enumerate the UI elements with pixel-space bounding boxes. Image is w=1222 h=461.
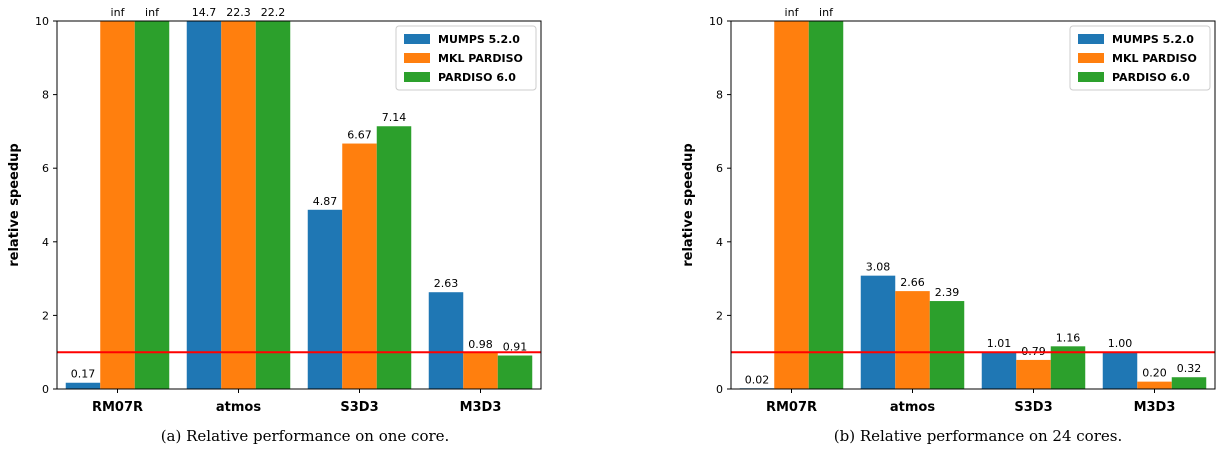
x-tick-label-s3d3: S3D3 bbox=[340, 400, 378, 415]
data-label-pardiso-atmos: 2.39 bbox=[935, 286, 960, 299]
y-axis-label: relative speedup bbox=[681, 143, 696, 267]
bar-pardiso-s3d3 bbox=[376, 126, 412, 390]
data-label-mumps-rm07r: 0.02 bbox=[745, 373, 770, 386]
chart-panel-b: 0.023.081.011.00inf2.660.790.20inf2.391.… bbox=[681, 6, 1216, 445]
data-label-mkl-pardiso-m3d3: 0.98 bbox=[468, 338, 493, 351]
axes-frame bbox=[56, 20, 542, 390]
y-tick-label: 4 bbox=[716, 236, 723, 249]
y-tick-label: 2 bbox=[716, 309, 723, 322]
legend-label-pardiso: PARDISO 6.0 bbox=[438, 71, 516, 84]
data-label-mumps-s3d3: 4.87 bbox=[313, 195, 338, 208]
data-label-mkl-pardiso-rm07r: inf bbox=[111, 6, 126, 19]
bar-mkl-pardiso-atmos bbox=[221, 21, 256, 389]
legend-box bbox=[1069, 25, 1211, 91]
bar-mumps-atmos bbox=[860, 275, 896, 389]
data-label-pardiso-s3d3: 7.14 bbox=[382, 111, 407, 124]
data-label-pardiso-rm07r: inf bbox=[819, 6, 834, 19]
x-tick-label-rm07r: RM07R bbox=[92, 400, 143, 415]
bar-mumps-rm07r bbox=[65, 382, 101, 389]
x-tick-label-atmos: atmos bbox=[216, 400, 261, 415]
legend-swatch-mumps bbox=[404, 34, 430, 44]
y-tick-label: 6 bbox=[42, 162, 49, 175]
x-tick-label-s3d3: S3D3 bbox=[1014, 400, 1052, 415]
bar-mumps-atmos bbox=[186, 21, 222, 389]
data-label-mkl-pardiso-rm07r: inf bbox=[785, 6, 800, 19]
data-label-mumps-atmos: 3.08 bbox=[866, 261, 891, 274]
y-tick-label: 8 bbox=[716, 89, 723, 102]
y-tick-label: 10 bbox=[35, 15, 49, 28]
bar-pardiso-rm07r bbox=[134, 21, 170, 389]
bar-mkl-pardiso-s3d3 bbox=[1016, 359, 1051, 389]
legend-box bbox=[395, 25, 537, 91]
caption-b: (b) Relative performance on 24 cores. bbox=[834, 427, 1122, 445]
data-label-pardiso-rm07r: inf bbox=[145, 6, 160, 19]
x-tick-label-m3d3: M3D3 bbox=[460, 400, 502, 415]
caption-a: (a) Relative performance on one core. bbox=[161, 427, 450, 445]
y-tick-label: 4 bbox=[42, 236, 49, 249]
y-tick-label: 8 bbox=[42, 89, 49, 102]
data-label-pardiso-m3d3: 0.91 bbox=[503, 341, 528, 354]
legend: MUMPS 5.2.0 MKL PARDISO PARDISO 6.0 bbox=[395, 25, 537, 91]
legend-swatch-pardiso bbox=[404, 72, 430, 82]
bar-mkl-pardiso-m3d3 bbox=[463, 352, 498, 389]
data-label-mkl-pardiso-m3d3: 0.20 bbox=[1142, 367, 1167, 380]
chart-panel-a: 0.17 14.7 4.87 2.63 inf 22.3 6.67 0.98 inf 22.2 7.… bbox=[7, 6, 542, 445]
y-tick-label: 0 bbox=[42, 383, 49, 396]
y-tick-label: 6 bbox=[716, 162, 723, 175]
bar-mumps-s3d3 bbox=[981, 351, 1017, 389]
data-label-mkl-pardiso-atmos: 2.66 bbox=[900, 276, 925, 289]
bar-mumps-s3d3 bbox=[307, 209, 343, 389]
bar-pardiso-s3d3 bbox=[1050, 346, 1086, 389]
legend: MUMPS 5.2.0 MKL PARDISO PARDISO 6.0 bbox=[1069, 25, 1211, 91]
legend-label-mumps: MUMPS 5.2.0 bbox=[1112, 33, 1194, 46]
legend-label-mumps: MUMPS 5.2.0 bbox=[438, 33, 520, 46]
legend-swatch-pardiso bbox=[1078, 72, 1104, 82]
axes-frame bbox=[730, 20, 1216, 390]
legend-swatch-mumps bbox=[1078, 34, 1104, 44]
data-label-mkl-pardiso-atmos: 22.3 bbox=[226, 6, 251, 19]
y-tick-label: 10 bbox=[709, 15, 723, 28]
legend-swatch-mkl-pardiso bbox=[404, 53, 430, 63]
data-label-mumps-m3d3: 1.00 bbox=[1108, 337, 1133, 350]
legend-swatch-mkl-pardiso bbox=[1078, 53, 1104, 63]
bar-pardiso-m3d3 bbox=[1171, 377, 1207, 389]
legend-label-mkl-pardiso: MKL PARDISO bbox=[1112, 52, 1197, 65]
bar-mkl-pardiso-atmos bbox=[895, 291, 930, 389]
bar-mumps-m3d3 bbox=[1102, 352, 1138, 389]
x-tick-label-m3d3: M3D3 bbox=[1134, 400, 1176, 415]
data-label-mumps-s3d3: 1.01 bbox=[987, 337, 1012, 350]
data-label-pardiso-s3d3: 1.16 bbox=[1056, 331, 1081, 344]
bar-pardiso-atmos bbox=[255, 21, 291, 389]
x-tick-label-rm07r: RM07R bbox=[766, 400, 817, 415]
bar-mkl-pardiso-rm07r bbox=[100, 21, 135, 389]
bar-mkl-pardiso-rm07r bbox=[774, 21, 809, 389]
legend-label-mkl-pardiso: MKL PARDISO bbox=[438, 52, 523, 65]
legend-label-pardiso: PARDISO 6.0 bbox=[1112, 71, 1190, 84]
bar-pardiso-rm07r bbox=[808, 21, 844, 389]
bar-mkl-pardiso-s3d3 bbox=[342, 143, 377, 389]
data-label-mumps-rm07r: 0.17 bbox=[71, 368, 96, 381]
bar-pardiso-atmos bbox=[929, 301, 965, 389]
data-label-pardiso-atmos: 22.2 bbox=[261, 6, 286, 19]
bar-pardiso-m3d3 bbox=[497, 355, 533, 389]
x-tick-label-atmos: atmos bbox=[890, 400, 935, 415]
data-label-pardiso-m3d3: 0.32 bbox=[1177, 362, 1202, 375]
data-label-mumps-atmos: 14.7 bbox=[192, 6, 217, 19]
bar-mkl-pardiso-m3d3 bbox=[1137, 381, 1172, 389]
data-label-mkl-pardiso-s3d3: 6.67 bbox=[347, 129, 372, 142]
y-tick-label: 0 bbox=[716, 383, 723, 396]
y-tick-label: 2 bbox=[42, 309, 49, 322]
y-axis-label: relative speedup bbox=[7, 143, 22, 267]
data-label-mumps-m3d3: 2.63 bbox=[434, 277, 459, 290]
bar-mumps-m3d3 bbox=[428, 292, 464, 389]
